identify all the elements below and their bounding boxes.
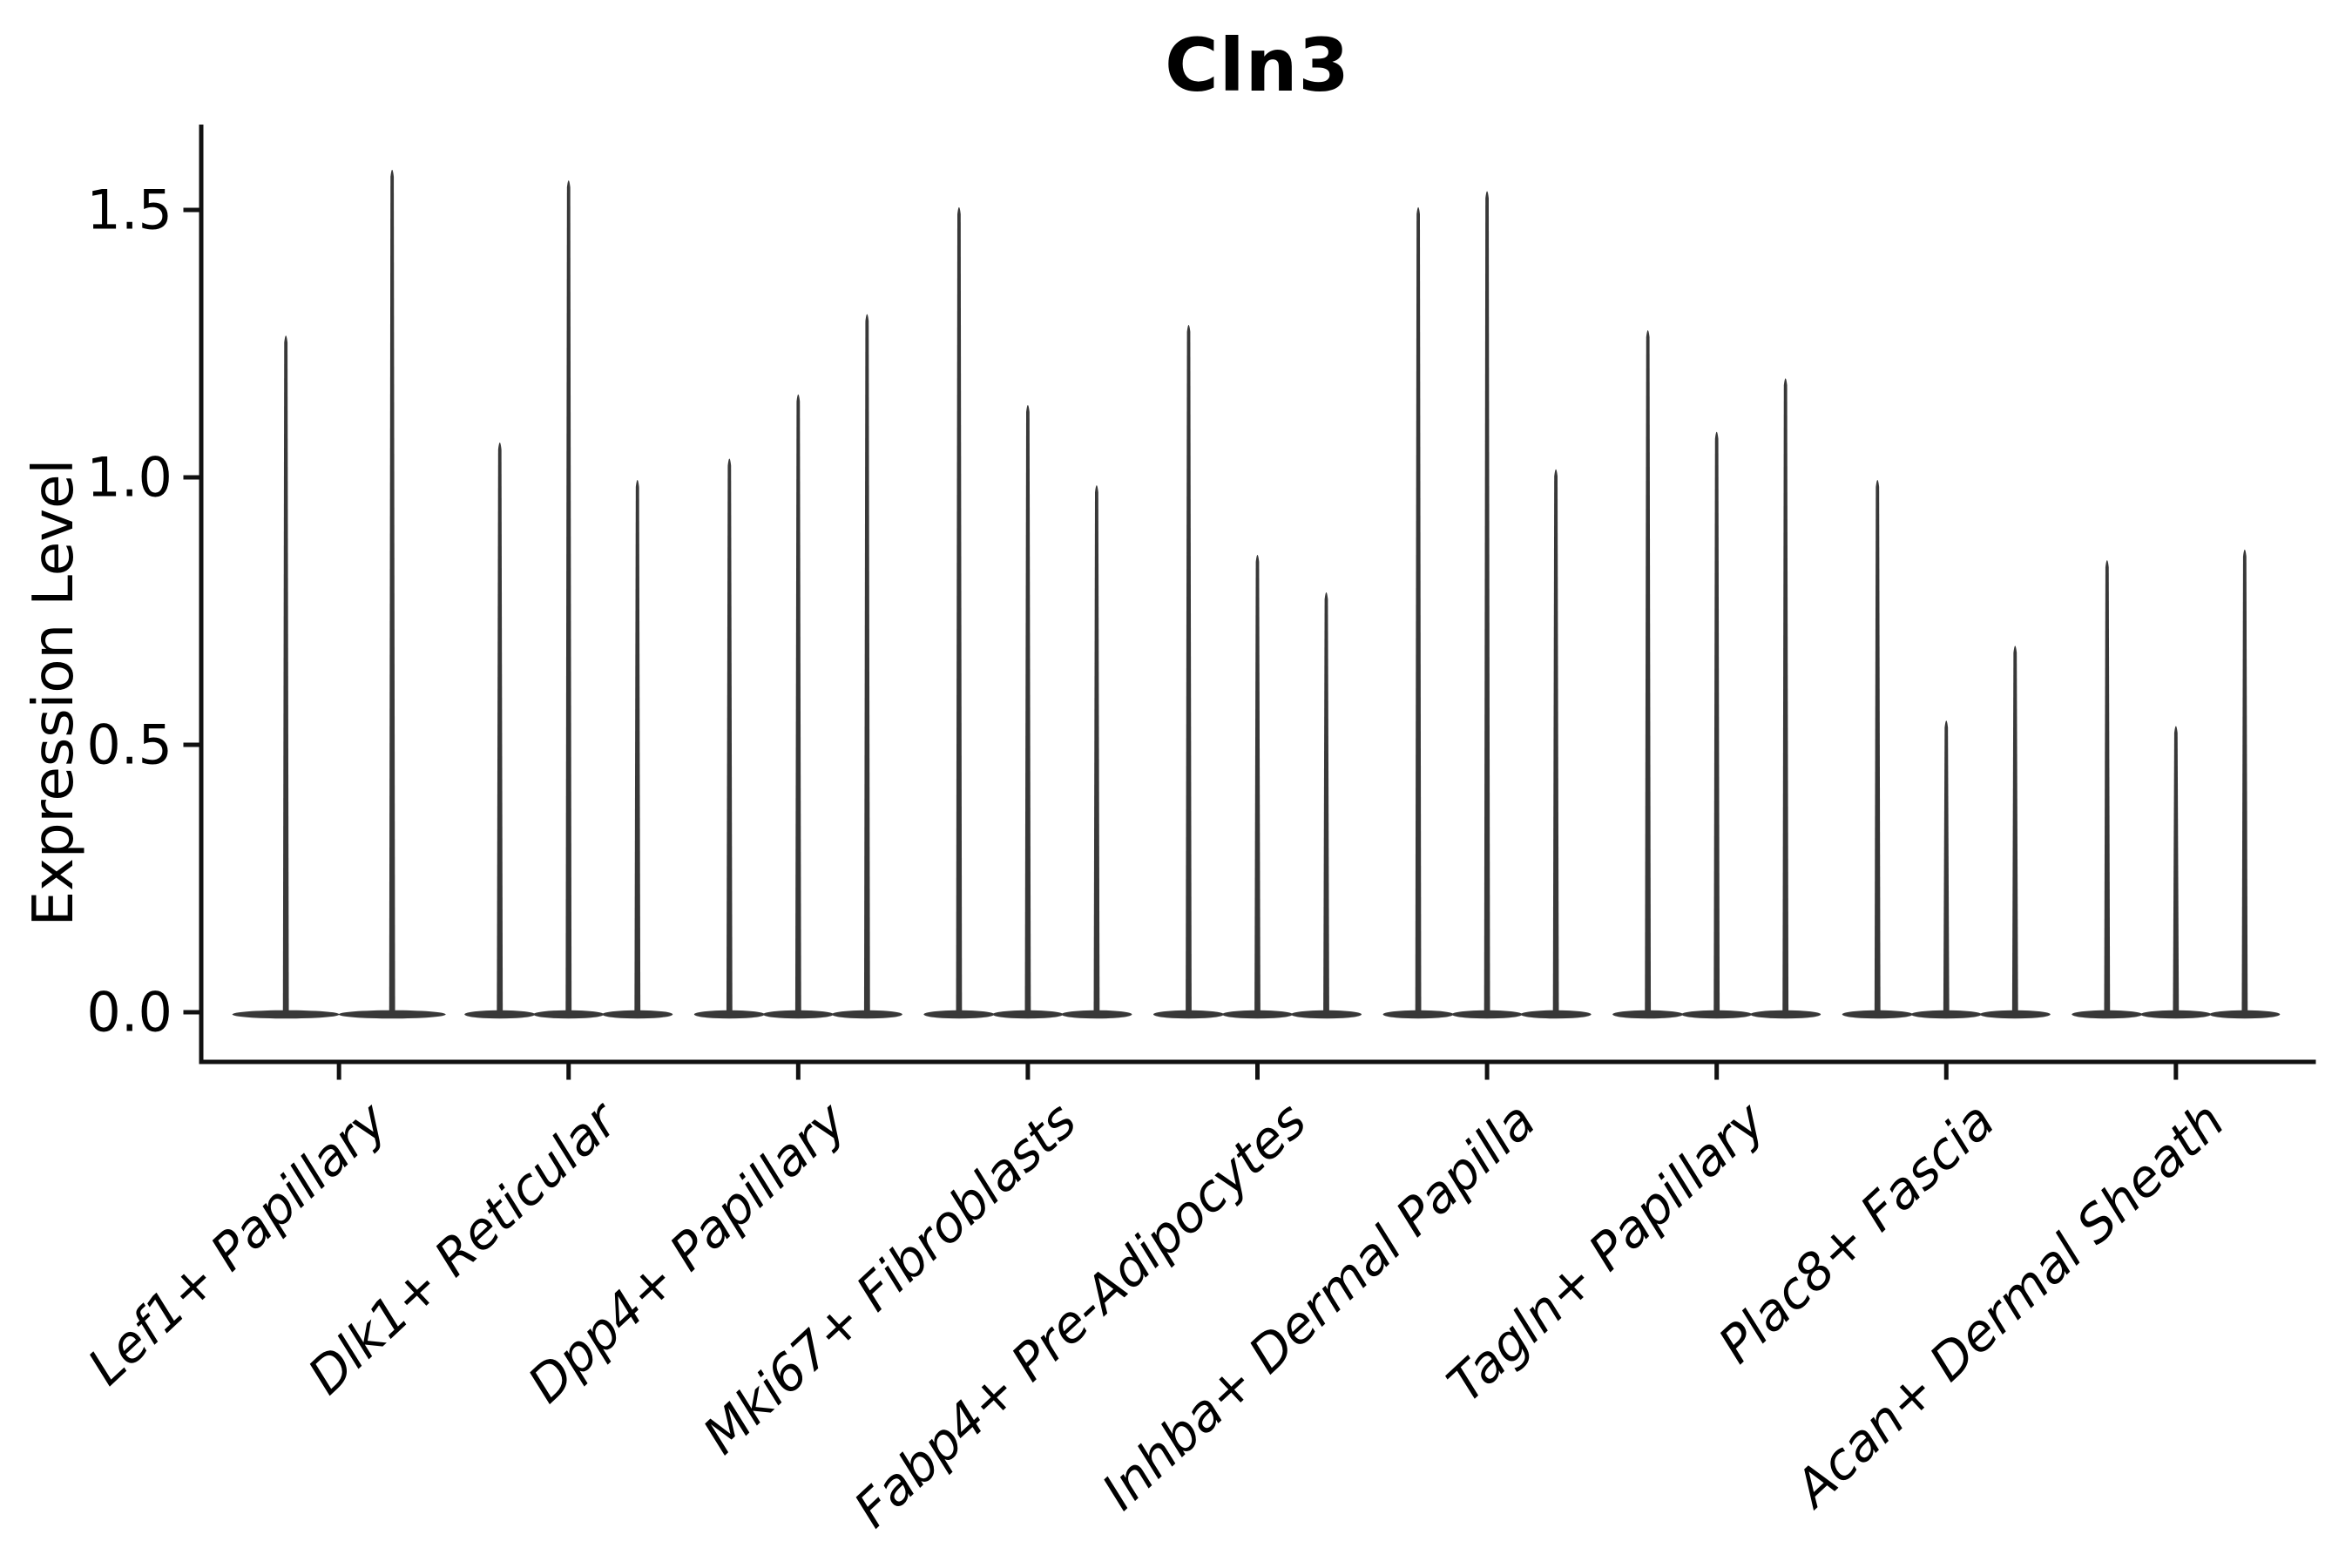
- y-axis-spine: [199, 125, 204, 1064]
- violin-base: [533, 1010, 605, 1019]
- violin-base: [1451, 1010, 1523, 1019]
- violin: [863, 314, 870, 1014]
- violin-base: [1061, 1010, 1132, 1019]
- chart-title: Cln3: [1165, 23, 1350, 108]
- y-tick: [183, 742, 199, 747]
- violin: [634, 480, 641, 1014]
- violin-base: [1222, 1010, 1293, 1019]
- y-tick-label: 1.0: [86, 445, 172, 510]
- violin: [1713, 431, 1720, 1014]
- x-tick: [2173, 1064, 2179, 1080]
- x-tick: [1484, 1064, 1490, 1080]
- violin-base: [1681, 1010, 1753, 1019]
- violin: [1093, 485, 1100, 1014]
- violin: [565, 180, 572, 1014]
- y-tick-label: 0.5: [86, 713, 172, 777]
- violin: [1024, 405, 1031, 1014]
- violin: [389, 169, 395, 1014]
- violin-base: [1382, 1010, 1454, 1019]
- violin: [1254, 554, 1260, 1014]
- violin: [2241, 549, 2248, 1014]
- violin: [1943, 720, 1950, 1014]
- violin-base: [762, 1010, 834, 1019]
- violin: [2011, 645, 2018, 1014]
- violin: [1782, 378, 1789, 1015]
- y-tick-label: 1.5: [86, 178, 172, 242]
- violin-base: [232, 1010, 340, 1019]
- violin: [956, 206, 963, 1015]
- violin: [1874, 480, 1881, 1014]
- violin: [1415, 206, 1422, 1015]
- y-tick: [183, 1010, 199, 1015]
- x-tick: [566, 1064, 571, 1080]
- violin-base: [1520, 1010, 1592, 1019]
- violin: [726, 458, 733, 1014]
- violin-base: [2072, 1010, 2143, 1019]
- x-tick: [336, 1064, 341, 1080]
- violin-base: [1153, 1010, 1224, 1019]
- y-axis-title: Expression Level: [22, 458, 86, 927]
- x-axis-spine: [199, 1059, 2316, 1064]
- violin-base: [338, 1010, 446, 1019]
- violin-base: [923, 1010, 995, 1019]
- violin: [1484, 191, 1490, 1014]
- violin: [2104, 560, 2111, 1014]
- violin: [1186, 324, 1192, 1014]
- violin-base: [1910, 1010, 1982, 1019]
- x-tick: [1714, 1064, 1720, 1080]
- y-tick-label: 0.0: [86, 980, 172, 1044]
- x-tick: [1255, 1064, 1260, 1080]
- violin-base: [1291, 1010, 1362, 1019]
- violin: [1552, 469, 1559, 1014]
- x-tick: [1943, 1064, 1949, 1080]
- violin: [1323, 591, 1329, 1014]
- violin-base: [464, 1010, 536, 1019]
- x-tick: [795, 1064, 801, 1080]
- violin-base: [602, 1010, 673, 1019]
- violin: [282, 335, 289, 1015]
- x-tick: [1025, 1064, 1031, 1080]
- violin-base: [2209, 1010, 2281, 1019]
- violin: [497, 443, 504, 1014]
- violin-base: [693, 1010, 765, 1019]
- violin-base: [2140, 1010, 2212, 1019]
- violin: [794, 394, 801, 1014]
- violin: [2173, 726, 2180, 1014]
- violin-base: [1979, 1010, 2051, 1019]
- violin-base: [1842, 1010, 1913, 1019]
- violin-base: [831, 1010, 902, 1019]
- violin: [1645, 330, 1652, 1015]
- violin-base: [1612, 1010, 1684, 1019]
- y-tick: [183, 475, 199, 480]
- violin-base: [992, 1010, 1064, 1019]
- violin-base: [1750, 1010, 1821, 1019]
- y-tick: [183, 207, 199, 213]
